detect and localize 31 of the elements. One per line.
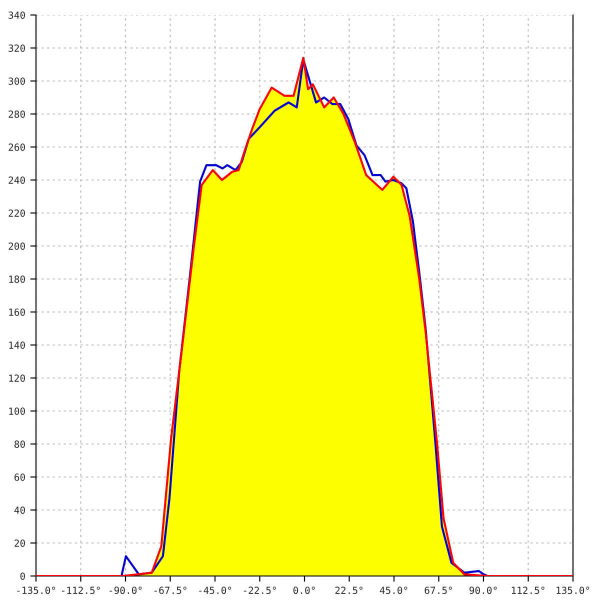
- y-tick-label: 40: [14, 506, 25, 514]
- x-tick-label: 45.0°: [380, 586, 408, 594]
- y-tick-label: 320: [8, 44, 25, 52]
- y-tick-label: 200: [8, 242, 25, 250]
- y-tick-label: 80: [14, 440, 25, 448]
- y-tick-label: 20: [14, 540, 25, 547]
- x-tick-label: 90.0°: [469, 586, 497, 594]
- x-tick-label: -45.0°: [199, 586, 232, 594]
- y-tick-label: 100: [9, 408, 25, 415]
- y-tick-label: 60: [14, 474, 25, 481]
- y-tick-label: 220: [8, 210, 25, 217]
- x-tick-label: -67.5°: [154, 586, 186, 594]
- y-tick-label: 260: [8, 144, 25, 151]
- y-tick-label: 160: [9, 308, 25, 316]
- y-tick-label: 120: [9, 374, 25, 382]
- x-tick-label: 112.5°: [512, 586, 544, 594]
- y-tick-label: 300: [8, 78, 25, 85]
- x-tick-label: 135.0°: [556, 586, 590, 594]
- y-tick-label: 180: [9, 276, 25, 283]
- x-tick-label: -90.0°: [110, 586, 142, 594]
- x-tick-label: 0.0°: [293, 586, 315, 594]
- x-tick-label: -135.0°: [17, 586, 56, 594]
- y-tick-label: 340: [8, 12, 25, 19]
- x-tick-label: -112.5°: [62, 586, 100, 594]
- x-tick-label: 67.5°: [424, 586, 452, 594]
- y-tick-label: 280: [8, 110, 25, 118]
- y-tick-label: 140: [9, 342, 25, 349]
- x-tick-label: -22.5°: [244, 586, 276, 594]
- y-tick-label: 0: [20, 572, 25, 580]
- x-tick-label: 22.5°: [335, 586, 362, 594]
- y-tick-label: 240: [8, 176, 25, 184]
